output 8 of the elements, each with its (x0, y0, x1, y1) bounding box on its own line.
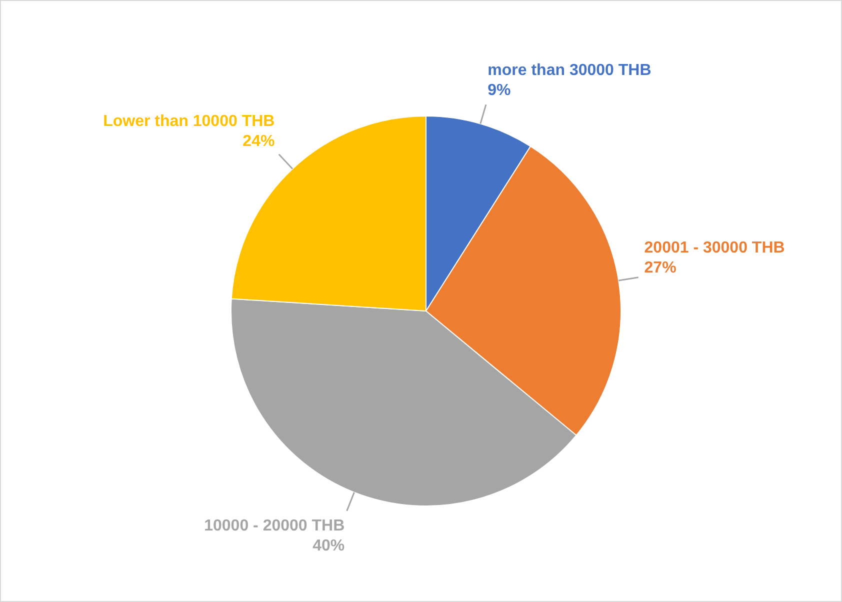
data-label: 27% (644, 259, 676, 276)
data-label: 40% (312, 537, 345, 554)
data-label: 24% (242, 132, 275, 150)
slice-label: 20001 - 30000 THB (644, 239, 785, 256)
slice-label: 10000 - 20000 THB (204, 517, 345, 534)
slice-label: Lower than 10000 THB (103, 112, 275, 130)
slice-label: more than 30000 THB (488, 62, 652, 79)
data-label: 9% (488, 82, 511, 99)
